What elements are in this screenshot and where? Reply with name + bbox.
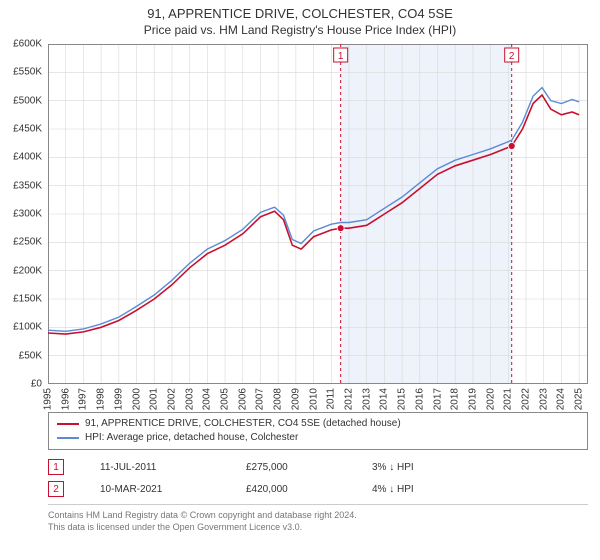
y-axis-tick: £200K bbox=[0, 265, 42, 276]
legend-swatch bbox=[57, 437, 79, 439]
y-axis-tick: £100K bbox=[0, 322, 42, 333]
sale-date: 11-JUL-2011 bbox=[100, 462, 210, 473]
y-axis-tick: £550K bbox=[0, 67, 42, 78]
sale-row: 1 11-JUL-2011 £275,000 3% ↓ HPI bbox=[48, 456, 588, 478]
y-axis-tick: £350K bbox=[0, 180, 42, 191]
y-axis-tick: £600K bbox=[0, 39, 42, 50]
page-title: 91, APPRENTICE DRIVE, COLCHESTER, CO4 5S… bbox=[0, 0, 600, 21]
sales-table: 1 11-JUL-2011 £275,000 3% ↓ HPI 2 10-MAR-2021… bbox=[48, 456, 588, 500]
x-axis-tick: 2024 bbox=[556, 388, 567, 410]
x-axis-tick: 2007 bbox=[255, 388, 266, 410]
x-axis-tick: 2023 bbox=[538, 388, 549, 410]
x-axis-tick: 1998 bbox=[96, 388, 107, 410]
x-axis-tick: 2020 bbox=[485, 388, 496, 410]
x-axis-tick: 2000 bbox=[131, 388, 142, 410]
x-axis-tick: 2012 bbox=[343, 388, 354, 410]
y-axis-tick: £400K bbox=[0, 152, 42, 163]
footer-line: Contains HM Land Registry data © Crown c… bbox=[48, 509, 588, 521]
x-axis-tick: 2002 bbox=[166, 388, 177, 410]
x-axis-tick: 2008 bbox=[273, 388, 284, 410]
chart-svg: 12 bbox=[48, 44, 588, 384]
x-axis-tick: 2013 bbox=[361, 388, 372, 410]
y-axis-tick: £450K bbox=[0, 124, 42, 135]
svg-text:2: 2 bbox=[509, 51, 515, 62]
x-axis-tick: 1999 bbox=[113, 388, 124, 410]
x-axis-tick: 1995 bbox=[43, 388, 54, 410]
footer-attribution: Contains HM Land Registry data © Crown c… bbox=[48, 504, 588, 533]
x-axis-tick: 2022 bbox=[521, 388, 532, 410]
legend-row: 91, APPRENTICE DRIVE, COLCHESTER, CO4 5S… bbox=[57, 417, 579, 431]
sale-row: 2 10-MAR-2021 £420,000 4% ↓ HPI bbox=[48, 478, 588, 500]
x-axis-tick: 2025 bbox=[574, 388, 585, 410]
x-axis-tick: 2015 bbox=[397, 388, 408, 410]
x-axis-tick: 2018 bbox=[450, 388, 461, 410]
chart-legend: 91, APPRENTICE DRIVE, COLCHESTER, CO4 5S… bbox=[48, 412, 588, 450]
x-axis-tick: 2009 bbox=[290, 388, 301, 410]
sale-diff: 4% ↓ HPI bbox=[372, 484, 414, 495]
y-axis-tick: £0 bbox=[0, 379, 42, 390]
x-axis-tick: 2014 bbox=[379, 388, 390, 410]
x-axis-tick: 2005 bbox=[220, 388, 231, 410]
x-axis-tick: 1996 bbox=[60, 388, 71, 410]
x-axis-tick: 2016 bbox=[414, 388, 425, 410]
sale-marker-badge: 2 bbox=[48, 481, 64, 497]
x-axis-tick: 2019 bbox=[467, 388, 478, 410]
x-axis-tick: 2017 bbox=[432, 388, 443, 410]
sale-marker-badge: 1 bbox=[48, 459, 64, 475]
sale-price: £275,000 bbox=[246, 462, 336, 473]
y-axis-tick: £300K bbox=[0, 209, 42, 220]
y-axis-tick: £150K bbox=[0, 294, 42, 305]
x-axis-tick: 2011 bbox=[326, 388, 337, 410]
sale-diff: 3% ↓ HPI bbox=[372, 462, 414, 473]
x-axis-tick: 2004 bbox=[202, 388, 213, 410]
x-axis-tick: 2010 bbox=[308, 388, 319, 410]
legend-label: 91, APPRENTICE DRIVE, COLCHESTER, CO4 5S… bbox=[85, 417, 401, 431]
y-axis-tick: £50K bbox=[0, 350, 42, 361]
x-axis-tick: 1997 bbox=[78, 388, 89, 410]
sale-price: £420,000 bbox=[246, 484, 336, 495]
legend-swatch bbox=[57, 423, 79, 425]
x-axis-tick: 2006 bbox=[237, 388, 248, 410]
y-axis-tick: £500K bbox=[0, 95, 42, 106]
legend-label: HPI: Average price, detached house, Colc… bbox=[85, 431, 298, 445]
footer-line: This data is licensed under the Open Gov… bbox=[48, 521, 588, 533]
svg-text:1: 1 bbox=[338, 51, 344, 62]
legend-row: HPI: Average price, detached house, Colc… bbox=[57, 431, 579, 445]
x-axis-tick: 2001 bbox=[149, 388, 160, 410]
x-axis-tick: 2003 bbox=[184, 388, 195, 410]
sale-date: 10-MAR-2021 bbox=[100, 484, 210, 495]
page-subtitle: Price paid vs. HM Land Registry's House … bbox=[0, 21, 600, 41]
price-chart: 12 £0£50K£100K£150K£200K£250K£300K£350K£… bbox=[48, 44, 588, 384]
y-axis-tick: £250K bbox=[0, 237, 42, 248]
x-axis-tick: 2021 bbox=[503, 388, 514, 410]
